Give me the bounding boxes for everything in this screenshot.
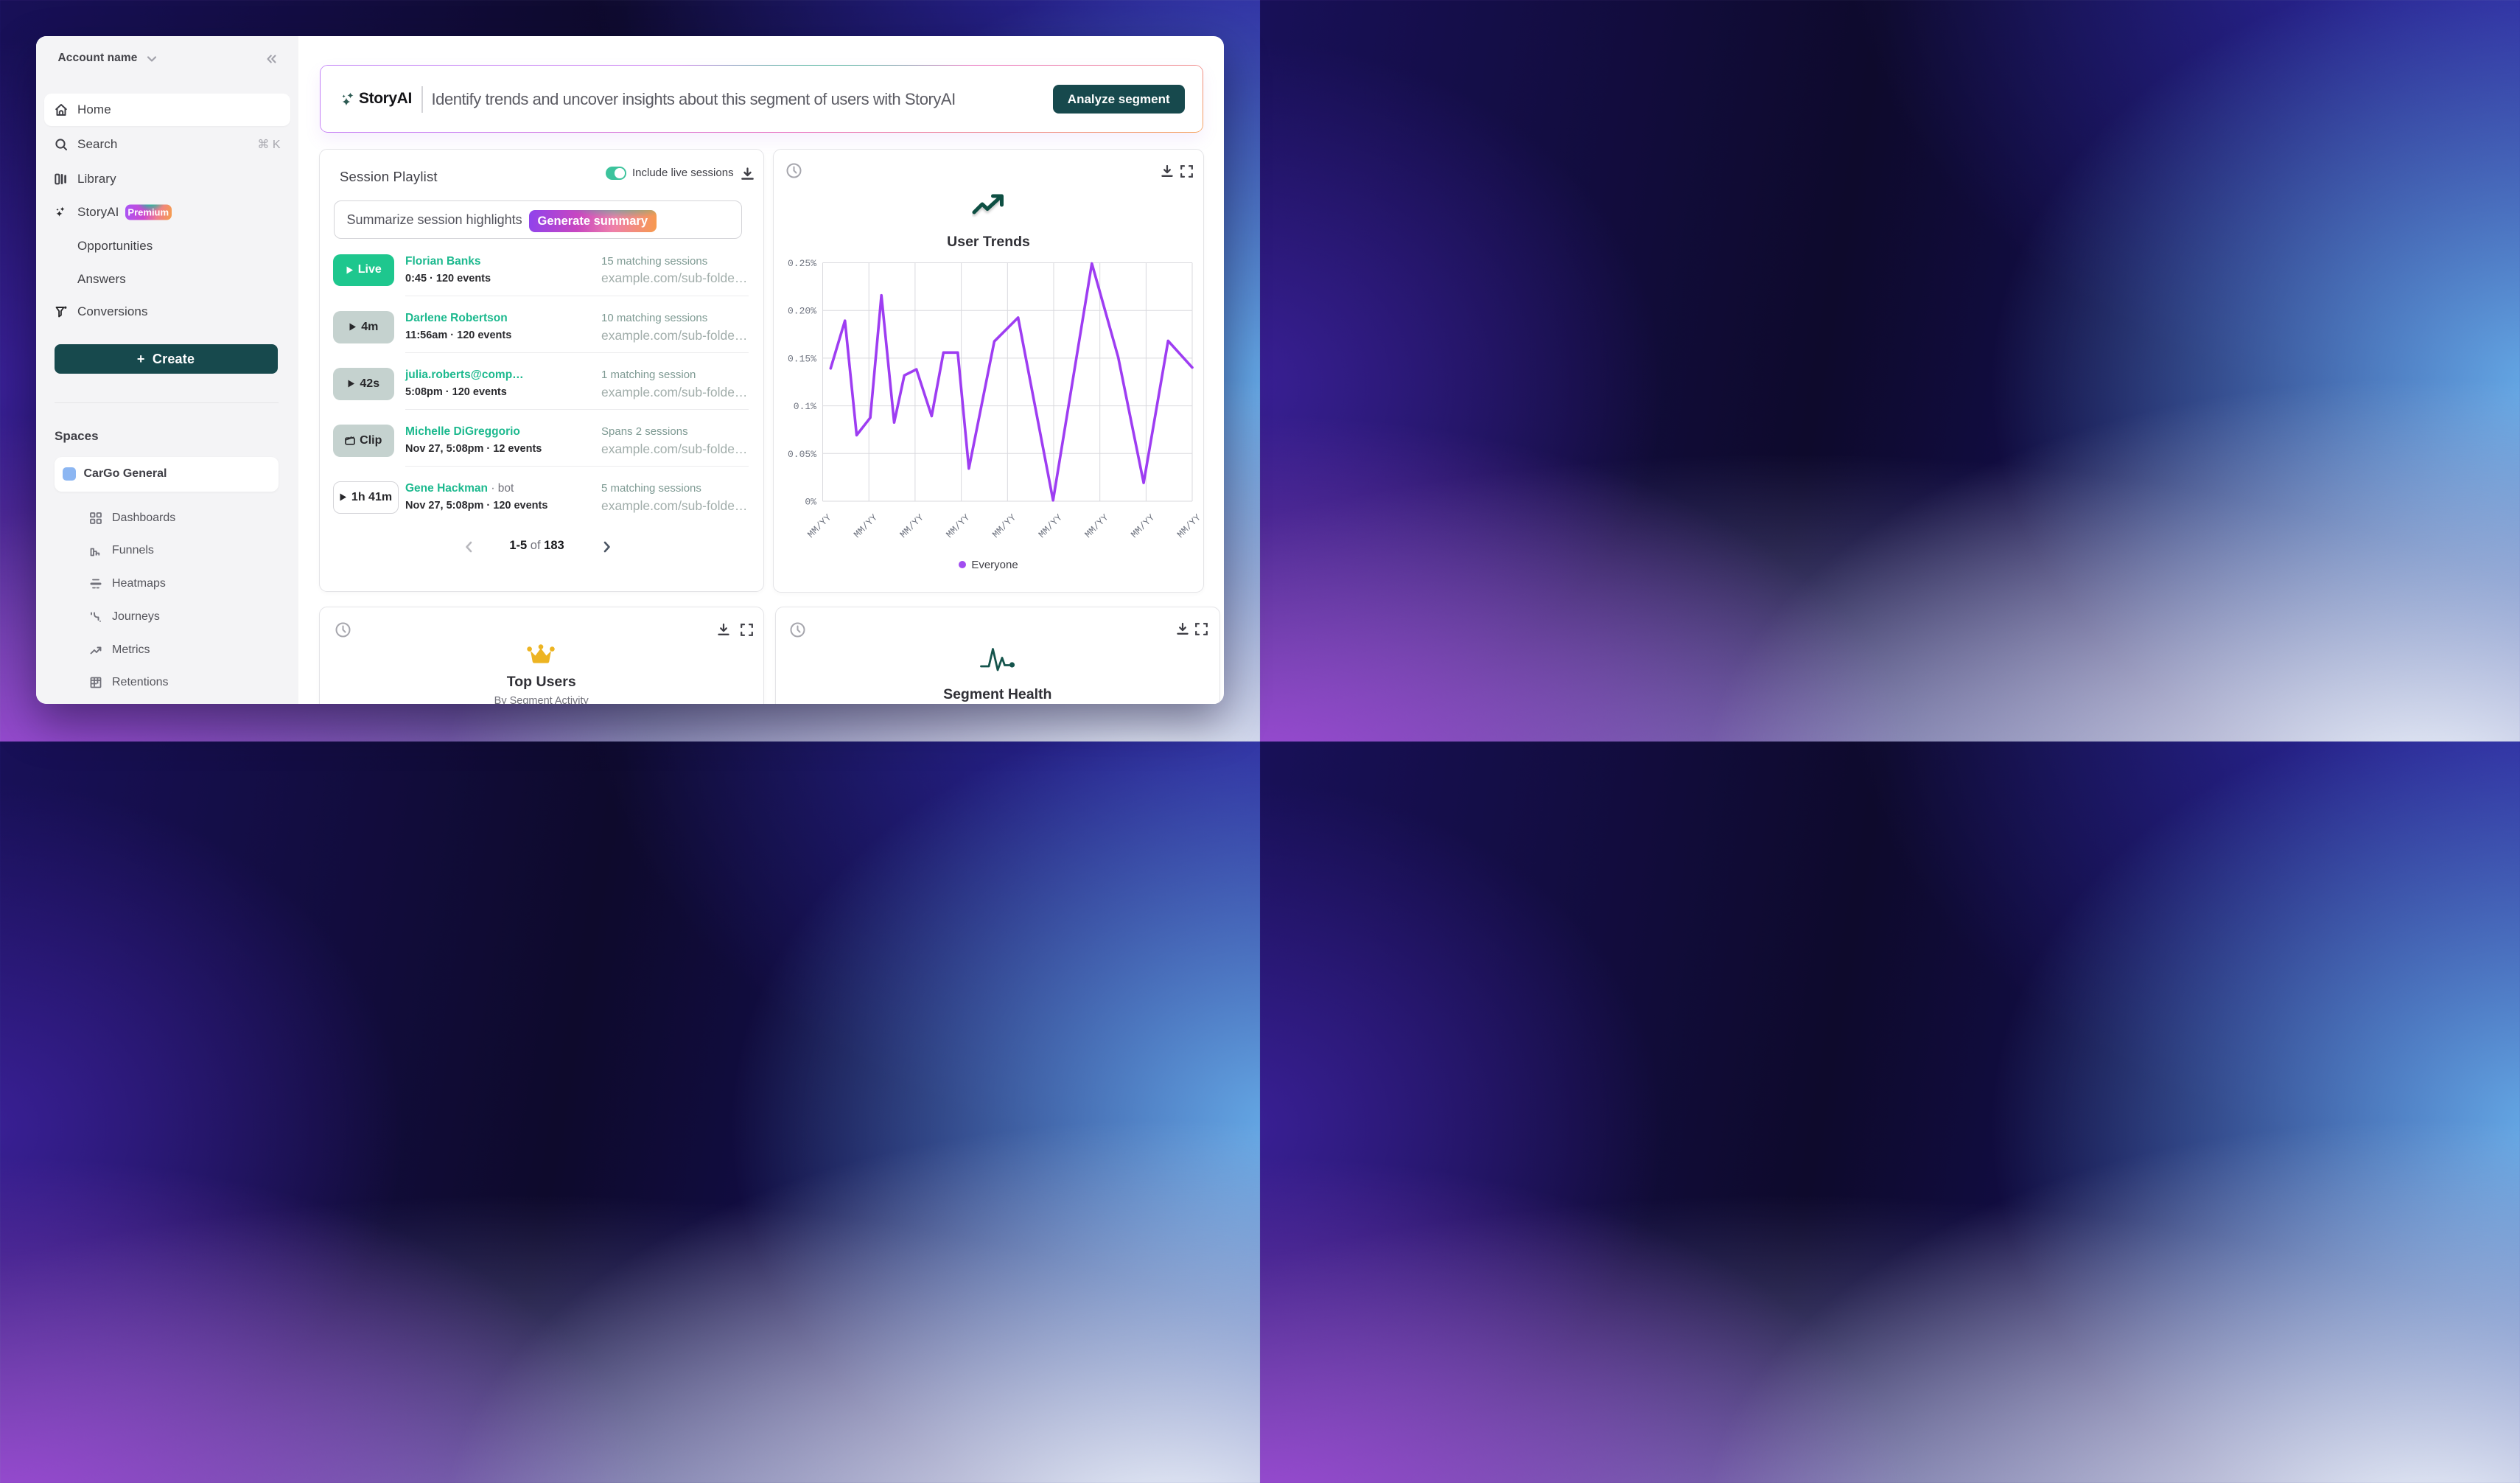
svg-text:0.05%: 0.05% (788, 448, 816, 459)
svg-text:MM/YY: MM/YY (898, 512, 926, 540)
svg-text:MM/YY: MM/YY (1129, 512, 1157, 540)
svg-text:MM/YY: MM/YY (852, 512, 880, 540)
svg-text:MM/YY: MM/YY (1037, 512, 1065, 540)
svg-text:MM/YY: MM/YY (1082, 512, 1110, 540)
svg-text:0.20%: 0.20% (788, 305, 816, 316)
svg-text:MM/YY: MM/YY (1175, 512, 1203, 540)
svg-text:0%: 0% (805, 496, 816, 507)
svg-text:MM/YY: MM/YY (990, 512, 1018, 540)
svg-text:MM/YY: MM/YY (805, 512, 833, 540)
svg-text:0.1%: 0.1% (794, 401, 816, 412)
svg-text:0.15%: 0.15% (788, 353, 816, 364)
svg-text:MM/YY: MM/YY (944, 512, 972, 540)
svg-text:0.25%: 0.25% (788, 258, 816, 269)
